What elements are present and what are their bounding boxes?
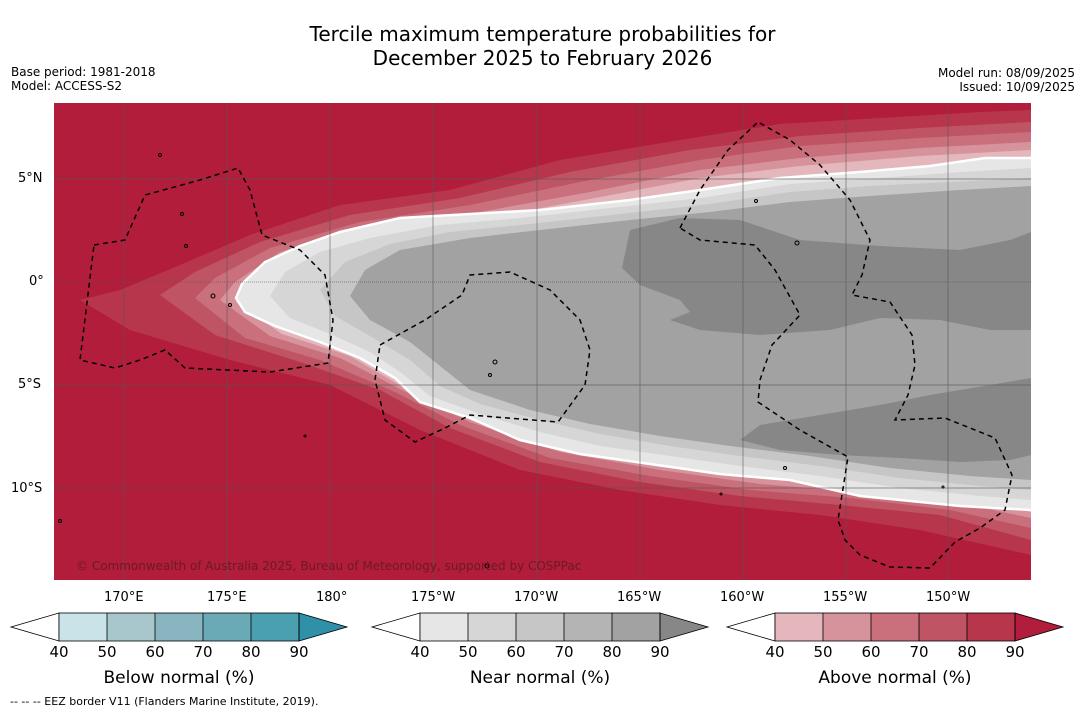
near-normal-90-region-south [740, 378, 1031, 462]
tick: 50 [813, 643, 833, 661]
tick: 70 [193, 643, 213, 661]
tick: 80 [957, 643, 977, 661]
tick: 70 [909, 643, 929, 661]
lon-label-170e: 170°E [104, 590, 144, 605]
lat-label-5s: 5°S [18, 377, 42, 392]
tick: 80 [602, 643, 622, 661]
lon-label-155w: 155°W [823, 590, 868, 605]
tick: 90 [1005, 643, 1025, 661]
near-above-boundary [234, 156, 1031, 512]
tick: 90 [650, 643, 670, 661]
lon-label-180: 180° [316, 590, 348, 605]
tick: 60 [861, 643, 881, 661]
tick: 40 [49, 643, 69, 661]
issued-date: Issued: 10/09/2025 [959, 80, 1075, 94]
lat-label-10s: 10°S [11, 481, 43, 496]
tick: 50 [458, 643, 478, 661]
probability-field [54, 103, 1031, 580]
lon-label-170w: 170°W [514, 590, 559, 605]
eez-footnote: -- -- -- EEZ border V11 (Flanders Marine… [10, 695, 319, 708]
lon-label-165w: 165°W [617, 590, 662, 605]
tick: 60 [506, 643, 526, 661]
colorbar-near-title: Near normal (%) [469, 668, 611, 688]
eez-borders [79, 121, 1013, 569]
tick: 60 [145, 643, 165, 661]
colorbar-below-title: Below normal (%) [103, 668, 255, 688]
tick: 40 [410, 643, 430, 661]
tick: 80 [241, 643, 261, 661]
lat-label-0: 0° [29, 274, 44, 289]
lon-label-175w: 175°W [411, 590, 456, 605]
tick: 70 [554, 643, 574, 661]
colorbar-above-title: Above normal (%) [818, 668, 972, 688]
tick: 50 [97, 643, 117, 661]
model-run: Model run: 08/09/2025 [937, 66, 1075, 80]
title-line-2: December 2025 to February 2026 [372, 46, 713, 70]
meta-left: Base period: 1981-2018 Model: ACCESS-S2 [11, 65, 156, 93]
lat-label-5n: 5°N [18, 171, 43, 186]
map-title: Tercile maximum temperature probabilitie… [0, 22, 1085, 70]
base-period: Base period: 1981-2018 [11, 65, 156, 79]
lon-label-160w: 160°W [720, 590, 765, 605]
tick: 40 [765, 643, 785, 661]
lon-label-150w: 150°W [926, 590, 971, 605]
model-name: Model: ACCESS-S2 [11, 79, 123, 93]
title-line-1: Tercile maximum temperature probabilitie… [309, 22, 776, 46]
near-normal-90-region [622, 218, 1031, 335]
tick: 90 [289, 643, 309, 661]
meta-right: Model run: 08/09/2025 Issued: 10/09/2025 [938, 66, 1075, 94]
lon-label-175e: 175°E [207, 590, 247, 605]
gridlines [54, 103, 1031, 580]
copyright-notice: © Commonwealth of Australia 2025, Bureau… [76, 559, 582, 573]
islands [58, 153, 945, 569]
